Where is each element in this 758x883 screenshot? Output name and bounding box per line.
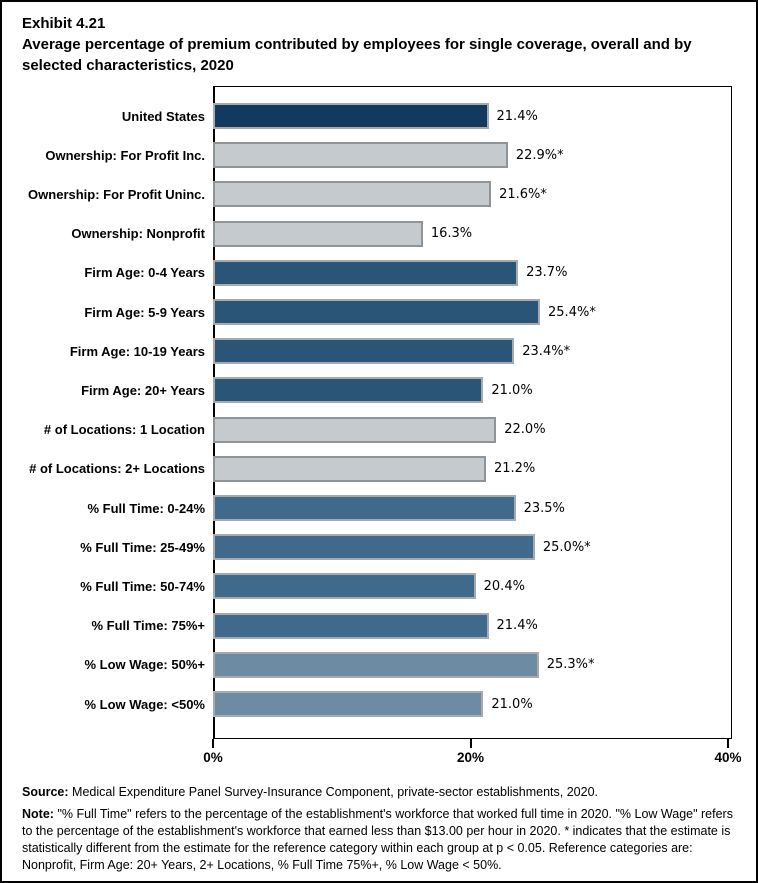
category-label: Firm Age: 10-19 Years [69,343,205,359]
value-label: 21.6%* [499,186,547,202]
x-axis-tick [727,739,729,748]
bar [213,651,539,678]
bar [213,612,489,639]
value-label: 21.2% [493,461,536,477]
category-label: Firm Age: 0-4 Years [84,265,205,281]
value-label: 22.9%* [515,147,564,163]
category-label: % Full Time: 75%+ [91,618,205,634]
value-label: 22.0% [504,422,546,438]
value-label: 16.3% [430,226,473,242]
value-label: 21.0% [491,696,533,712]
note-label: Note: [22,807,54,821]
chart-title: Average percentage of premium contribute… [22,36,692,74]
bar [213,103,489,129]
source-line: Source: Medical Expenditure Panel Survey… [22,784,740,801]
x-axis-tick [469,739,472,748]
category-label: # of Locations: 1 Location [43,422,205,438]
bar [213,691,484,717]
x-axis-tick [212,739,214,748]
bar [213,338,515,365]
x-axis-tick-label: 0% [203,750,223,765]
value-label: 23.4%* [522,343,571,359]
bar [213,377,484,404]
source-label: Source: [22,785,69,799]
category-label: Firm Age: 5-9 Years [84,304,205,320]
bar [213,142,508,169]
category-label: % Low Wage: <50% [84,696,205,712]
note-text: "% Full Time" refers to the percentage o… [22,807,733,872]
value-label: 21.4% [496,618,538,634]
category-label: Firm Age: 20+ Years [81,382,205,398]
category-label: Ownership: Nonprofit [71,226,205,242]
plot-box [213,86,732,739]
category-label: % Full Time: 50-74% [80,578,205,594]
bar [213,220,423,247]
value-label: 23.5% [523,500,565,516]
category-label: United States [121,108,205,124]
category-label: # of Locations: 2+ Locations [29,461,205,477]
value-label: 25.0%* [542,539,591,555]
bar [213,299,541,325]
bar [213,534,535,561]
source-text: Medical Expenditure Panel Survey-Insuran… [72,785,599,799]
value-label: 21.0% [491,382,533,398]
title-block: Exhibit 4.21 Average percentage of premi… [22,13,728,76]
bar [213,416,497,443]
footer-notes: Source: Medical Expenditure Panel Survey… [22,784,740,879]
note-line: Note: "% Full Time" refers to the percen… [22,806,740,874]
bar [213,259,519,286]
exhibit-number: Exhibit 4.21 [22,15,106,32]
bar [213,573,476,600]
category-label: % Full Time: 25-49% [80,539,205,555]
x-axis-tick-label: 20% [456,750,485,765]
value-label: 21.4% [496,108,538,124]
category-label: % Low Wage: 50%+ [84,657,205,673]
value-label: 25.3%* [546,657,595,673]
x-axis-tick-label: 40% [714,750,742,765]
category-label: Ownership: For Profit Uninc. [28,186,205,202]
value-label: 20.4% [483,578,525,594]
value-label: 23.7% [526,265,568,281]
bar [213,181,492,208]
category-label: % Full Time: 0-24% [87,500,205,516]
value-label: 25.4%* [548,304,596,320]
bar-chart: United States 21.4% Ownership: For Profit … [2,2,756,780]
bar [213,495,516,521]
category-label: Ownership: For Profit Inc. [45,147,205,163]
bar [213,455,486,482]
